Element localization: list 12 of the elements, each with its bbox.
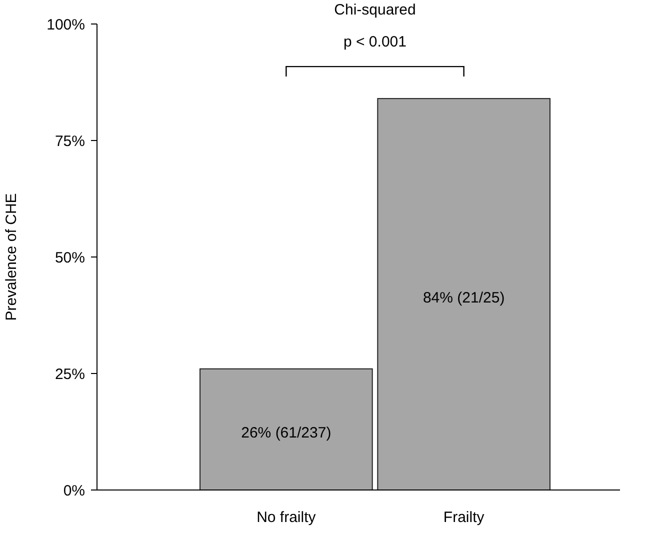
data-label: 26% (61/237) [241, 424, 332, 442]
x-tick-label: No frailty [256, 509, 316, 526]
y-tick-label: 100% [46, 16, 85, 34]
text: Chi-squared [334, 2, 416, 19]
y-axis-title: Prevalence of CHE [3, 193, 20, 321]
x-tick-label: Frailty [443, 509, 485, 526]
annotation: p < 0.001 [344, 34, 406, 51]
y-tick-label: 75% [54, 132, 85, 150]
y-tick-label: 0% [63, 482, 85, 500]
y-tick-label: 25% [54, 366, 85, 383]
y-tick-label: 50% [54, 249, 85, 266]
data-label: 84% (21/25) [422, 289, 505, 306]
